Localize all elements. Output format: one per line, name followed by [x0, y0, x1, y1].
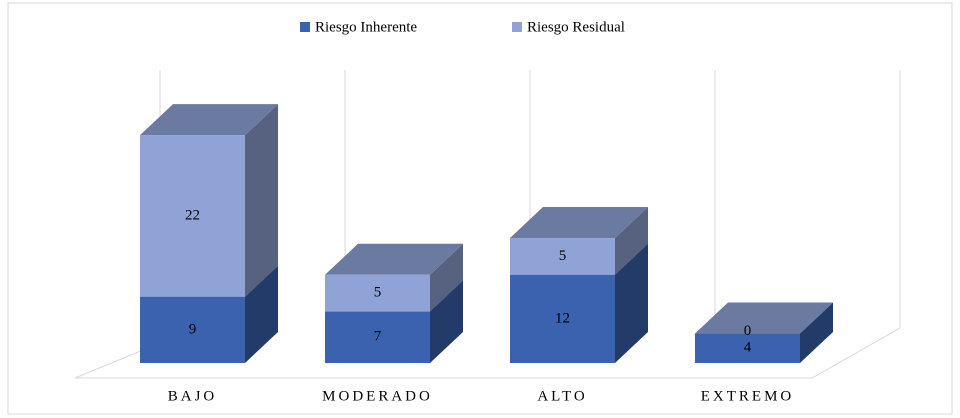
bar-side	[615, 243, 648, 363]
legend-swatch	[300, 22, 310, 32]
value-label: 7	[374, 329, 382, 345]
bar-side	[245, 265, 278, 363]
legend-label: Riesgo Inherente	[315, 19, 417, 35]
bar	[510, 274, 615, 363]
bar-side	[245, 104, 278, 297]
legend-label: Riesgo Residual	[527, 19, 625, 35]
bar-side	[800, 302, 833, 363]
bar	[140, 135, 245, 297]
bar	[325, 311, 430, 363]
bar-side	[430, 243, 463, 312]
bar-side	[430, 280, 463, 363]
value-label: 4	[744, 340, 752, 356]
x-tick-label: MODERADO	[322, 388, 433, 404]
value-label: 5	[374, 285, 382, 301]
value-label: 5	[559, 248, 567, 264]
bar-side	[615, 207, 648, 275]
value-label: 22	[185, 207, 200, 223]
bar	[325, 274, 430, 312]
chart-border	[7, 2, 953, 415]
x-tick-label: BAJO	[168, 388, 218, 404]
bar-top	[510, 207, 648, 239]
bar	[695, 333, 800, 363]
x-tick-label: ALTO	[537, 388, 587, 404]
value-label: 0	[744, 323, 752, 339]
bar-top	[325, 243, 463, 275]
value-label: 12	[555, 310, 570, 326]
x-tick-label: EXTREMO	[701, 388, 795, 404]
bar-top	[140, 104, 278, 136]
legend-swatch	[512, 22, 522, 32]
bar-top	[695, 302, 833, 334]
value-label: 9	[189, 321, 197, 337]
bar	[510, 238, 615, 275]
bar	[140, 296, 245, 363]
